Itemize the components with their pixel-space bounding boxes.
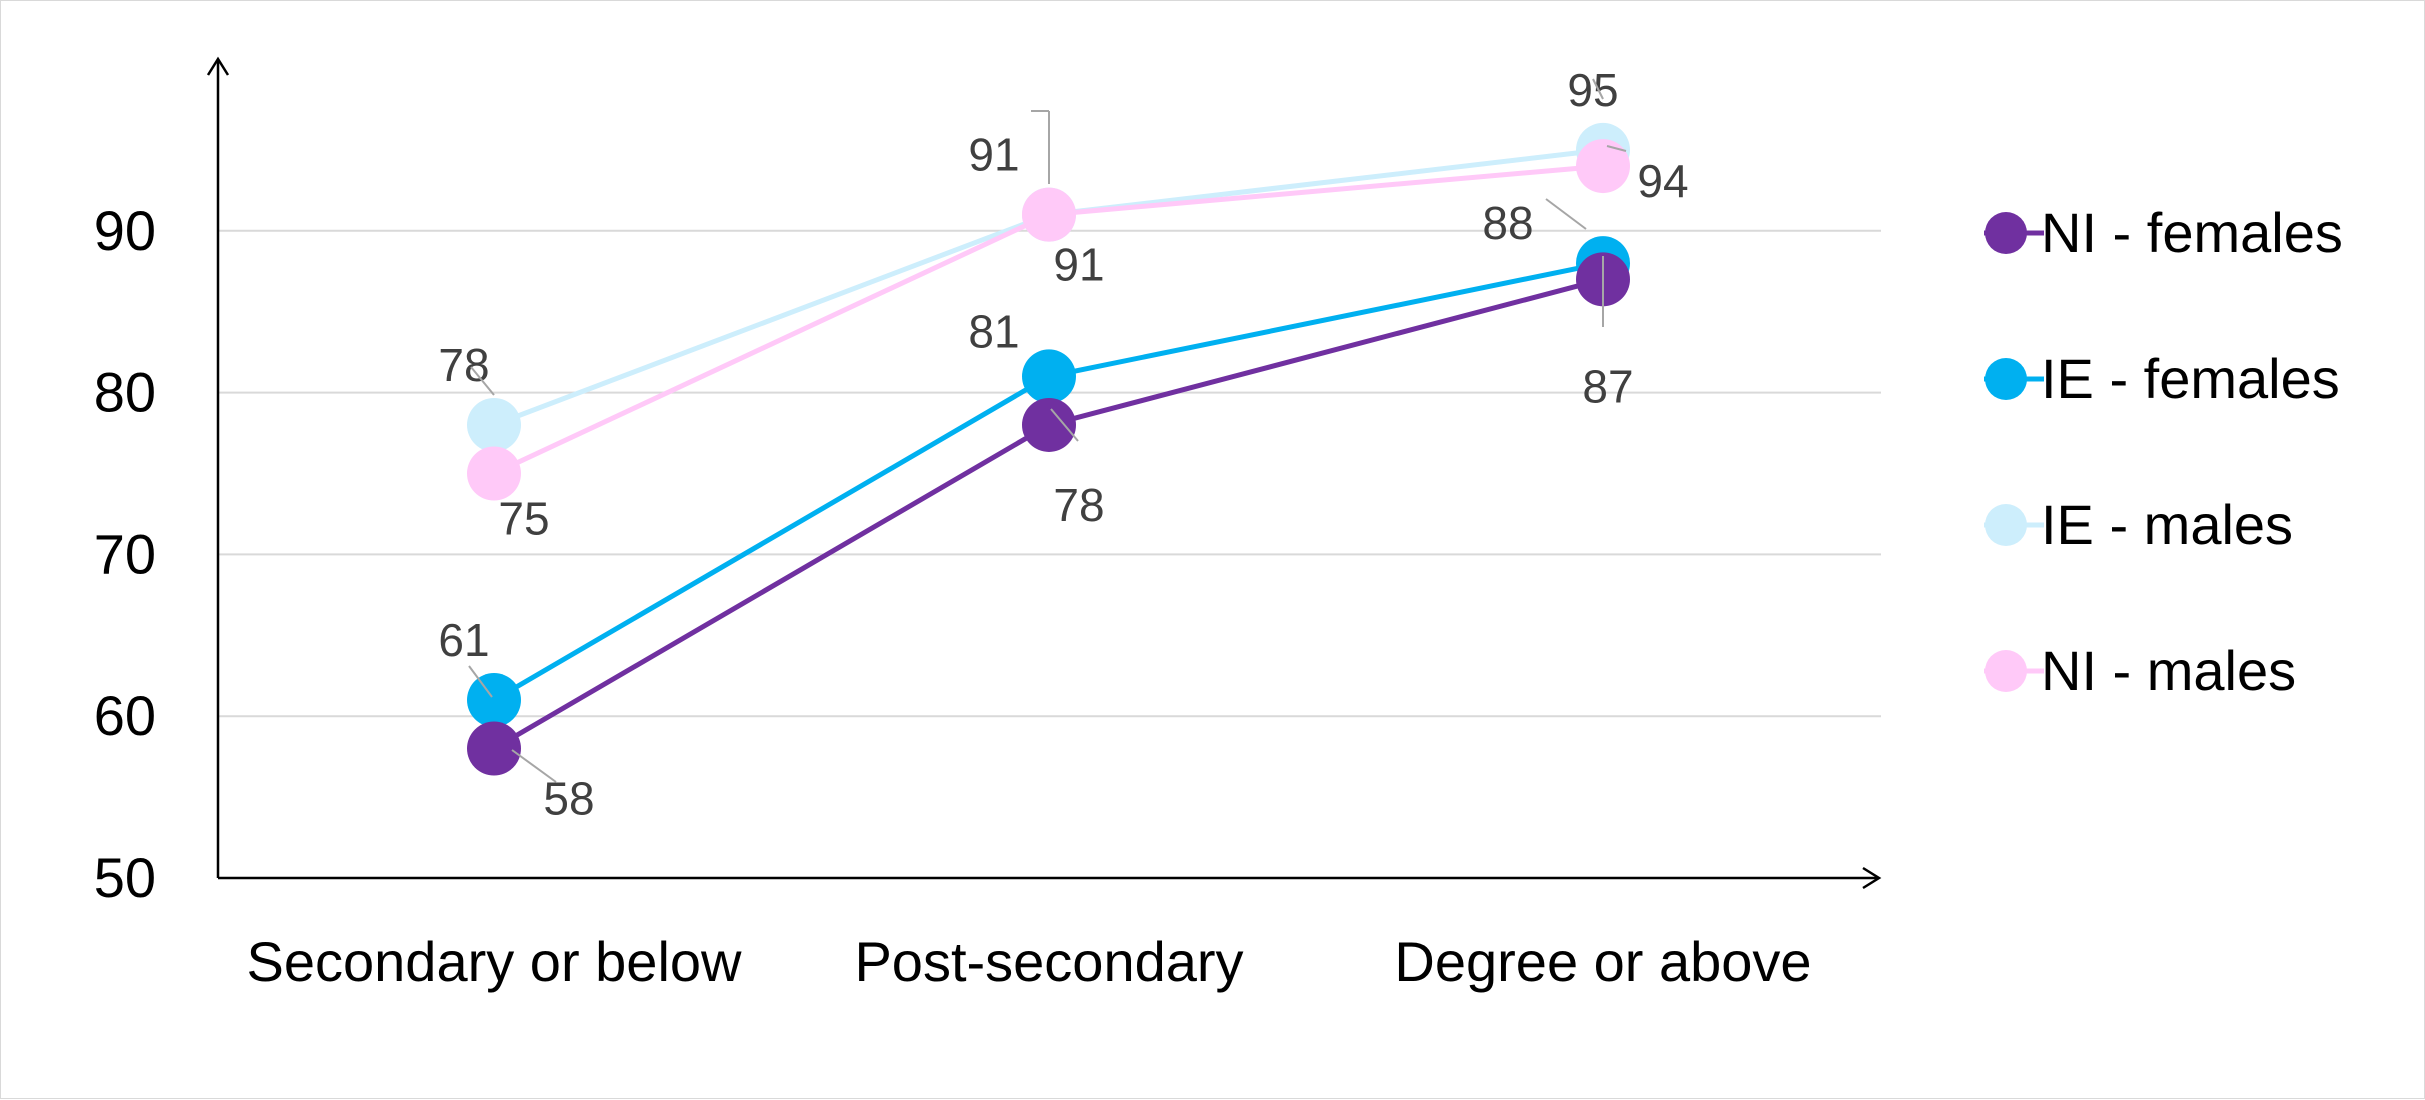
series-line xyxy=(492,260,1604,703)
y-tick-label: 60 xyxy=(94,684,156,747)
leader-line xyxy=(1592,78,1604,100)
data-label: 81 xyxy=(968,305,1019,357)
legend-marker xyxy=(1985,212,2027,254)
leader-line xyxy=(1545,198,1587,230)
data-label: 94 xyxy=(1637,155,1688,207)
data-label: 87 xyxy=(1582,360,1633,412)
legend-label: NI - males xyxy=(2041,639,2296,702)
data-point xyxy=(467,446,521,501)
y-tick-label: 90 xyxy=(94,199,156,262)
data-label: 58 xyxy=(543,773,594,825)
data-point xyxy=(1576,139,1630,194)
legend-label: IE - females xyxy=(2041,347,2340,410)
data-point xyxy=(467,397,521,452)
leader-line xyxy=(511,749,557,783)
data-label: 61 xyxy=(438,614,489,666)
leader-line xyxy=(1050,408,1079,442)
data-point xyxy=(467,721,521,776)
x-tick-label: Secondary or below xyxy=(247,930,743,993)
legend-label: IE - males xyxy=(2041,493,2293,556)
leader-line xyxy=(1606,145,1627,152)
y-tick-label: 70 xyxy=(94,522,156,585)
data-point xyxy=(1022,349,1076,404)
data-label: 75 xyxy=(498,493,549,545)
legend-marker xyxy=(1985,650,2027,692)
data-label: 91 xyxy=(968,129,1019,181)
legend-marker xyxy=(1985,504,2027,546)
data-point xyxy=(1022,397,1076,452)
data-label: 91 xyxy=(1053,239,1104,291)
leader-line xyxy=(468,665,493,698)
leader-line xyxy=(470,366,495,396)
data-label: 78 xyxy=(1053,479,1104,531)
data-point xyxy=(467,673,521,728)
y-axis-arrow xyxy=(206,56,230,76)
x-axis-arrow xyxy=(1862,866,1882,890)
data-point xyxy=(1022,187,1076,242)
data-label: 88 xyxy=(1482,197,1533,249)
legend-marker xyxy=(1985,358,2027,400)
x-tick-label: Post-secondary xyxy=(854,930,1243,993)
x-tick-label: Degree or above xyxy=(1394,930,1811,993)
y-tick-label: 50 xyxy=(94,846,156,909)
data-label: 95 xyxy=(1567,64,1618,116)
legend-label: NI - females xyxy=(2041,201,2343,264)
data-label: 78 xyxy=(438,339,489,391)
y-tick-label: 80 xyxy=(94,361,156,424)
